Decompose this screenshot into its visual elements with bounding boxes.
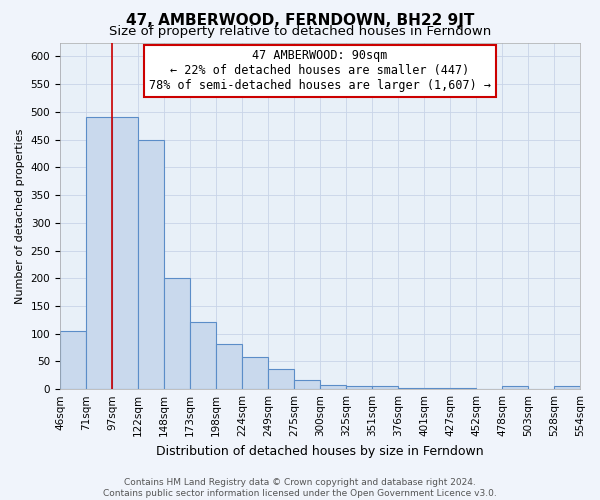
- Bar: [424, 388, 450, 389]
- Bar: [398, 388, 424, 389]
- Text: 47, AMBERWOOD, FERNDOWN, BH22 9JT: 47, AMBERWOOD, FERNDOWN, BH22 9JT: [126, 12, 474, 28]
- Bar: [216, 344, 242, 389]
- Bar: [268, 368, 294, 389]
- X-axis label: Distribution of detached houses by size in Ferndown: Distribution of detached houses by size …: [156, 444, 484, 458]
- Bar: [320, 384, 346, 389]
- Bar: [372, 386, 398, 389]
- Bar: [86, 118, 112, 389]
- Bar: [242, 357, 268, 389]
- Bar: [60, 331, 86, 389]
- Y-axis label: Number of detached properties: Number of detached properties: [15, 128, 25, 304]
- Bar: [138, 140, 164, 389]
- Text: Size of property relative to detached houses in Ferndown: Size of property relative to detached ho…: [109, 25, 491, 38]
- Bar: [346, 386, 372, 389]
- Bar: [294, 380, 320, 389]
- Bar: [502, 386, 528, 389]
- Bar: [112, 118, 138, 389]
- Bar: [164, 278, 190, 389]
- Text: 47 AMBERWOOD: 90sqm
← 22% of detached houses are smaller (447)
78% of semi-detac: 47 AMBERWOOD: 90sqm ← 22% of detached ho…: [149, 50, 491, 92]
- Text: Contains HM Land Registry data © Crown copyright and database right 2024.
Contai: Contains HM Land Registry data © Crown c…: [103, 478, 497, 498]
- Bar: [190, 322, 216, 389]
- Bar: [450, 388, 476, 389]
- Bar: [554, 386, 580, 389]
